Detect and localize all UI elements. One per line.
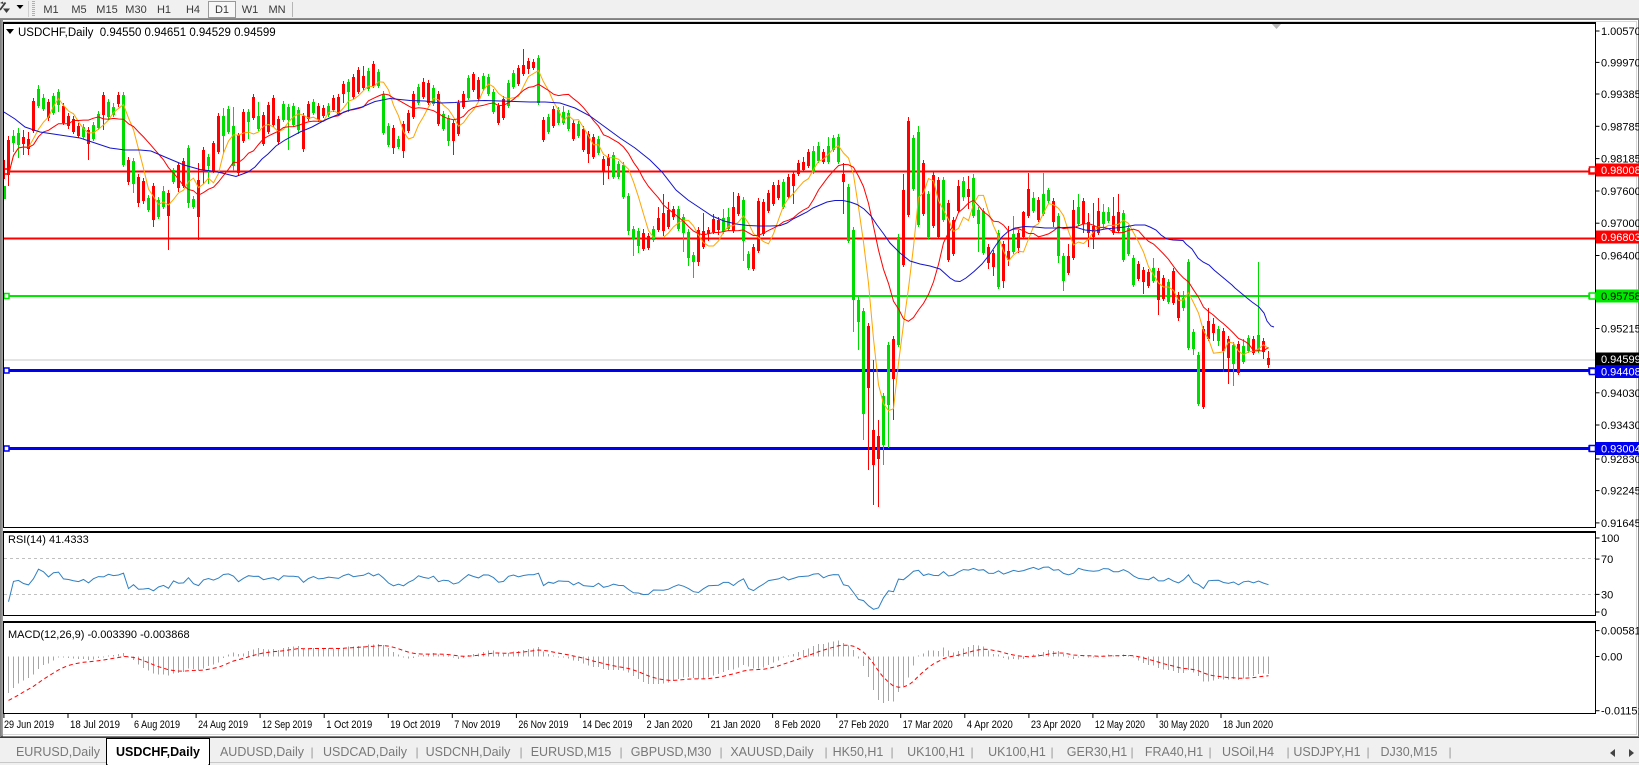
svg-text:USDCNH,Daily: USDCNH,Daily [426,745,511,759]
svg-text:M5: M5 [71,4,86,16]
svg-text:-0.011514: -0.011514 [1601,706,1639,718]
svg-text:70: 70 [1601,554,1613,566]
svg-text:0.96400: 0.96400 [1601,251,1639,263]
svg-text:MACD(12,26,9) -0.003390 -0.003: MACD(12,26,9) -0.003390 -0.003868 [8,629,190,641]
svg-text:0.93430: 0.93430 [1601,420,1639,432]
svg-text:1.00570: 1.00570 [1601,26,1639,38]
svg-text:EURUSD,M15: EURUSD,M15 [531,745,612,759]
svg-text:XAUUSD,Daily: XAUUSD,Daily [730,745,814,759]
svg-text:1 Oct 2019: 1 Oct 2019 [326,719,372,731]
svg-text:8 Feb 2020: 8 Feb 2020 [775,719,821,731]
svg-text:0.98785: 0.98785 [1601,121,1639,133]
svg-text:GBPUSD,M30: GBPUSD,M30 [631,745,712,759]
svg-text:23 Apr 2020: 23 Apr 2020 [1031,719,1081,731]
svg-text:H1: H1 [157,4,171,16]
svg-text:4 Apr 2020: 4 Apr 2020 [967,719,1013,731]
svg-text:|: | [970,745,973,759]
svg-text:0.98185: 0.98185 [1601,154,1639,166]
svg-text:0.93004: 0.93004 [1601,444,1639,456]
svg-text:29 Jun 2019: 29 Jun 2019 [4,719,54,731]
svg-text:HK50,H1: HK50,H1 [833,745,884,759]
svg-text:RSI(14) 41.4333: RSI(14) 41.4333 [8,534,89,546]
svg-text:USDCHF,Daily: USDCHF,Daily [116,745,200,759]
svg-text:18 Jul 2019: 18 Jul 2019 [70,719,120,731]
svg-text:USDJPY,H1: USDJPY,H1 [1293,745,1360,759]
svg-text:GER30,H1: GER30,H1 [1067,745,1127,759]
svg-text:0.94408: 0.94408 [1601,367,1639,379]
svg-text:|: | [1448,745,1451,759]
svg-text:|: | [519,745,522,759]
svg-text:MN: MN [268,4,285,16]
svg-text:0: 0 [1601,607,1607,619]
svg-text:|: | [1050,745,1053,759]
svg-text:0.005818: 0.005818 [1601,626,1639,638]
svg-text:|: | [1366,745,1369,759]
svg-text:30: 30 [1601,589,1613,601]
svg-text:30 May 2020: 30 May 2020 [1159,719,1209,731]
svg-text:|: | [890,745,893,759]
svg-text:0.98008: 0.98008 [1601,165,1639,177]
svg-text:AUDUSD,Daily: AUDUSD,Daily [220,745,305,759]
svg-text:19 Oct 2019: 19 Oct 2019 [390,719,440,731]
svg-text:0.97000: 0.97000 [1601,218,1639,230]
svg-text:0.92830: 0.92830 [1601,454,1639,466]
svg-text:|: | [619,745,622,759]
svg-text:0.94599: 0.94599 [1601,354,1639,366]
svg-text:26 Nov 2019: 26 Nov 2019 [518,719,568,731]
svg-text:M1: M1 [43,4,58,16]
svg-text:M15: M15 [96,4,117,16]
svg-text:|: | [1130,745,1133,759]
svg-text:USDCHF,Daily 0.94550 0.94651: USDCHF,Daily 0.94550 0.94651 0.94529 0.9… [18,27,276,39]
svg-text:EURUSD,Daily: EURUSD,Daily [16,745,101,759]
svg-text:FRA40,H1: FRA40,H1 [1145,745,1203,759]
svg-text:6 Aug 2019: 6 Aug 2019 [134,719,180,731]
svg-text:D1: D1 [215,4,229,16]
svg-text:0.95215: 0.95215 [1601,324,1639,336]
svg-text:0.96803: 0.96803 [1601,232,1639,244]
svg-text:USOil,H4: USOil,H4 [1222,745,1274,759]
svg-text:W1: W1 [242,4,259,16]
svg-text:27 Feb 2020: 27 Feb 2020 [839,719,889,731]
svg-text:0.00: 0.00 [1601,652,1622,664]
svg-text:DJ30,M15: DJ30,M15 [1381,745,1438,759]
svg-text:0.97600: 0.97600 [1601,186,1639,198]
svg-text:0.99385: 0.99385 [1601,89,1639,101]
svg-text:0.95758: 0.95758 [1601,291,1639,303]
svg-text:0.94030: 0.94030 [1601,388,1639,400]
svg-text:|: | [415,745,418,759]
svg-text:18 Jun 2020: 18 Jun 2020 [1223,719,1273,731]
svg-text:|: | [719,745,722,759]
svg-text:0.99970: 0.99970 [1601,57,1639,69]
svg-text:|: | [1208,745,1211,759]
svg-text:12 Sep 2019: 12 Sep 2019 [262,719,312,731]
svg-text:|: | [1286,745,1289,759]
svg-text:2 Jan 2020: 2 Jan 2020 [647,719,693,731]
svg-text:|: | [310,745,313,759]
svg-text:17 Mar 2020: 17 Mar 2020 [903,719,953,731]
svg-text:0.92245: 0.92245 [1601,486,1639,498]
svg-text:7 Nov 2019: 7 Nov 2019 [454,719,500,731]
svg-text:21 Jan 2020: 21 Jan 2020 [711,719,761,731]
svg-text:|: | [824,745,827,759]
svg-text:14 Dec 2019: 14 Dec 2019 [582,719,632,731]
svg-text:UK100,H1: UK100,H1 [988,745,1046,759]
svg-text:12 May 2020: 12 May 2020 [1095,719,1145,731]
svg-text:UK100,H1: UK100,H1 [907,745,965,759]
svg-text:24 Aug 2019: 24 Aug 2019 [198,719,248,731]
svg-text:M30: M30 [125,4,146,16]
svg-text:USDCAD,Daily: USDCAD,Daily [323,745,408,759]
svg-text:0.91645: 0.91645 [1601,518,1639,530]
svg-text:100: 100 [1601,533,1619,545]
svg-text:H4: H4 [186,4,200,16]
